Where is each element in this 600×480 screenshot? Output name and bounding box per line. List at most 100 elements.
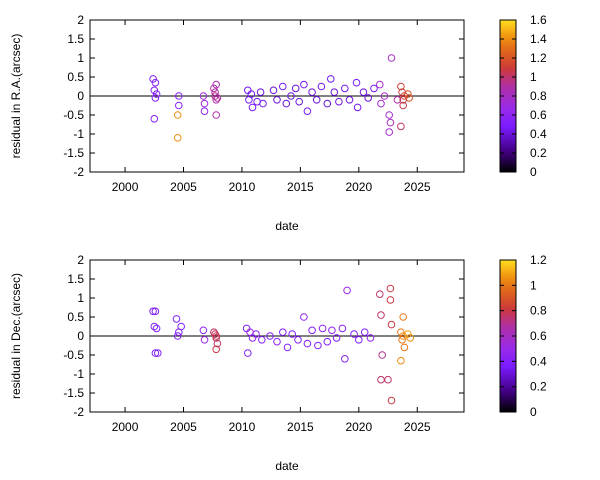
dec-y-tick-label: 0 (77, 329, 84, 343)
dec-data-point (318, 324, 327, 333)
ra-data-point (386, 118, 395, 127)
dec-data-point (399, 332, 408, 340)
dec-data-point (288, 330, 297, 338)
ra-data-point (370, 84, 378, 93)
ra-data-point (387, 54, 396, 62)
dec-y-tick-label: -0.5 (63, 348, 84, 362)
ra-x-tick-label: 2025 (404, 180, 431, 194)
ra-colorbar-tick-label: 0.6 (530, 108, 547, 122)
dec-colorbar-tick-label: 0 (530, 405, 537, 419)
ra-data-point (256, 88, 265, 96)
ra-y-ticks: -2 -1.5 -1 -0.5 0 0.5 1 1.5 2 (63, 13, 464, 179)
ra-data-point (397, 122, 405, 131)
dec-data-point (400, 343, 409, 352)
ra-data-point (212, 80, 220, 89)
dec-y-tick-label: -1.5 (63, 386, 84, 400)
dec-data-point (152, 324, 161, 333)
dec-data-point (404, 330, 412, 338)
dec-data-point (212, 332, 220, 340)
ra-y-tick-label: 1.5 (67, 32, 84, 46)
ra-y-tick-label: 0 (77, 89, 84, 103)
ra-colorbar-tick-label: 0 (530, 165, 537, 179)
ra-colorbar-tick-label: 0.4 (530, 127, 547, 141)
ra-data-point (259, 99, 267, 108)
dec-data-point (266, 332, 274, 340)
ra-data-point (200, 107, 209, 115)
dec-x-tick-label: 2015 (287, 420, 314, 434)
ra-data-point (308, 88, 316, 96)
ra-y-tick-label: 1 (77, 51, 84, 65)
ra-colorbar-tick-label: 1 (530, 70, 537, 84)
dec-data-point (323, 337, 332, 346)
dec-x-tick-label: 2010 (229, 420, 256, 434)
ra-y-tick-label: -0.5 (63, 108, 84, 122)
dec-data-point (154, 349, 162, 357)
dec-data-point (294, 336, 302, 344)
dec-data-point (397, 356, 405, 365)
dec-data-point (173, 332, 182, 340)
dec-data-point (151, 349, 160, 357)
dec-data-point (279, 328, 287, 337)
dec-data-point (303, 339, 312, 348)
ra-data-point (317, 82, 326, 91)
ra-points (149, 54, 413, 142)
ra-data-point (295, 97, 304, 106)
dec-data-point (399, 313, 408, 321)
ra-x-tick-label: 2000 (112, 180, 139, 194)
dec-data-point (273, 337, 281, 346)
dec-data-point (341, 355, 349, 363)
ra-colorbar-tick-label: 1.4 (530, 32, 547, 46)
dec-x-ticks: 2000 2005 2010 2015 2020 2025 (112, 260, 431, 434)
ra-data-point (199, 92, 208, 100)
dec-data-point (343, 286, 351, 295)
dec-data-point (242, 324, 251, 333)
dec-data-point (332, 334, 341, 342)
dec-colorbar-ticks: 0 0.2 0.4 0.6 0.8 1 1.2 (500, 253, 547, 419)
dec-colorbar-tick-label: 0.8 (530, 304, 547, 318)
ra-data-point (341, 84, 349, 93)
dec-data-point (308, 326, 316, 335)
ra-data-point (397, 82, 405, 91)
ra-x-tick-label: 2020 (345, 180, 372, 194)
dec-y-tick-label: 0.5 (67, 310, 84, 324)
dec-colorbar-tick-label: 0.4 (530, 354, 547, 368)
dec-x-tick-label: 2020 (345, 420, 372, 434)
ra-x-axis-label: date (275, 219, 299, 233)
ra-data-point (150, 115, 159, 123)
dec-colorbar-tick-label: 0.6 (530, 329, 547, 343)
dec-colorbar-tick-label: 1.2 (530, 253, 547, 267)
ra-data-point (327, 75, 335, 83)
ra-data-point (353, 103, 362, 112)
ra-y-tick-label: -2 (73, 165, 84, 179)
ra-y-axis-label: residual in R.A.(arcsec) (9, 34, 23, 159)
dec-data-point (252, 330, 260, 338)
dec-y-tick-label: -1 (73, 367, 84, 381)
ra-colorbar-tick-label: 0.2 (530, 146, 547, 160)
dec-data-point (199, 326, 208, 335)
dec-data-point (384, 375, 392, 384)
dec-x-tick-label: 2005 (170, 420, 197, 434)
ra-data-point (244, 86, 252, 95)
ra-data-point (335, 97, 343, 106)
dec-data-point (377, 311, 385, 319)
dec-data-point (212, 345, 220, 354)
dec-data-point (406, 334, 415, 342)
dec-data-point (386, 296, 395, 304)
dec-x-tick-label: 2000 (112, 420, 139, 434)
ra-y-tick-label: 2 (77, 13, 84, 27)
ra-data-point (200, 99, 209, 108)
ra-data-point (385, 111, 394, 119)
ra-data-point (330, 88, 339, 96)
dec-data-point (211, 330, 219, 338)
dec-y-tick-label: 1.5 (67, 272, 84, 286)
ra-data-point (323, 99, 332, 108)
dec-data-point (300, 313, 308, 321)
dec-data-point (149, 307, 157, 316)
ra-colorbar-ticks: 0 0.2 0.4 0.6 0.8 1 1.2 1.4 1.6 (500, 13, 547, 179)
dec-data-point (378, 351, 387, 359)
ra-data-point (175, 92, 183, 100)
dec-data-point (386, 284, 395, 293)
dec-data-point (360, 328, 369, 337)
ra-data-point (212, 96, 220, 104)
